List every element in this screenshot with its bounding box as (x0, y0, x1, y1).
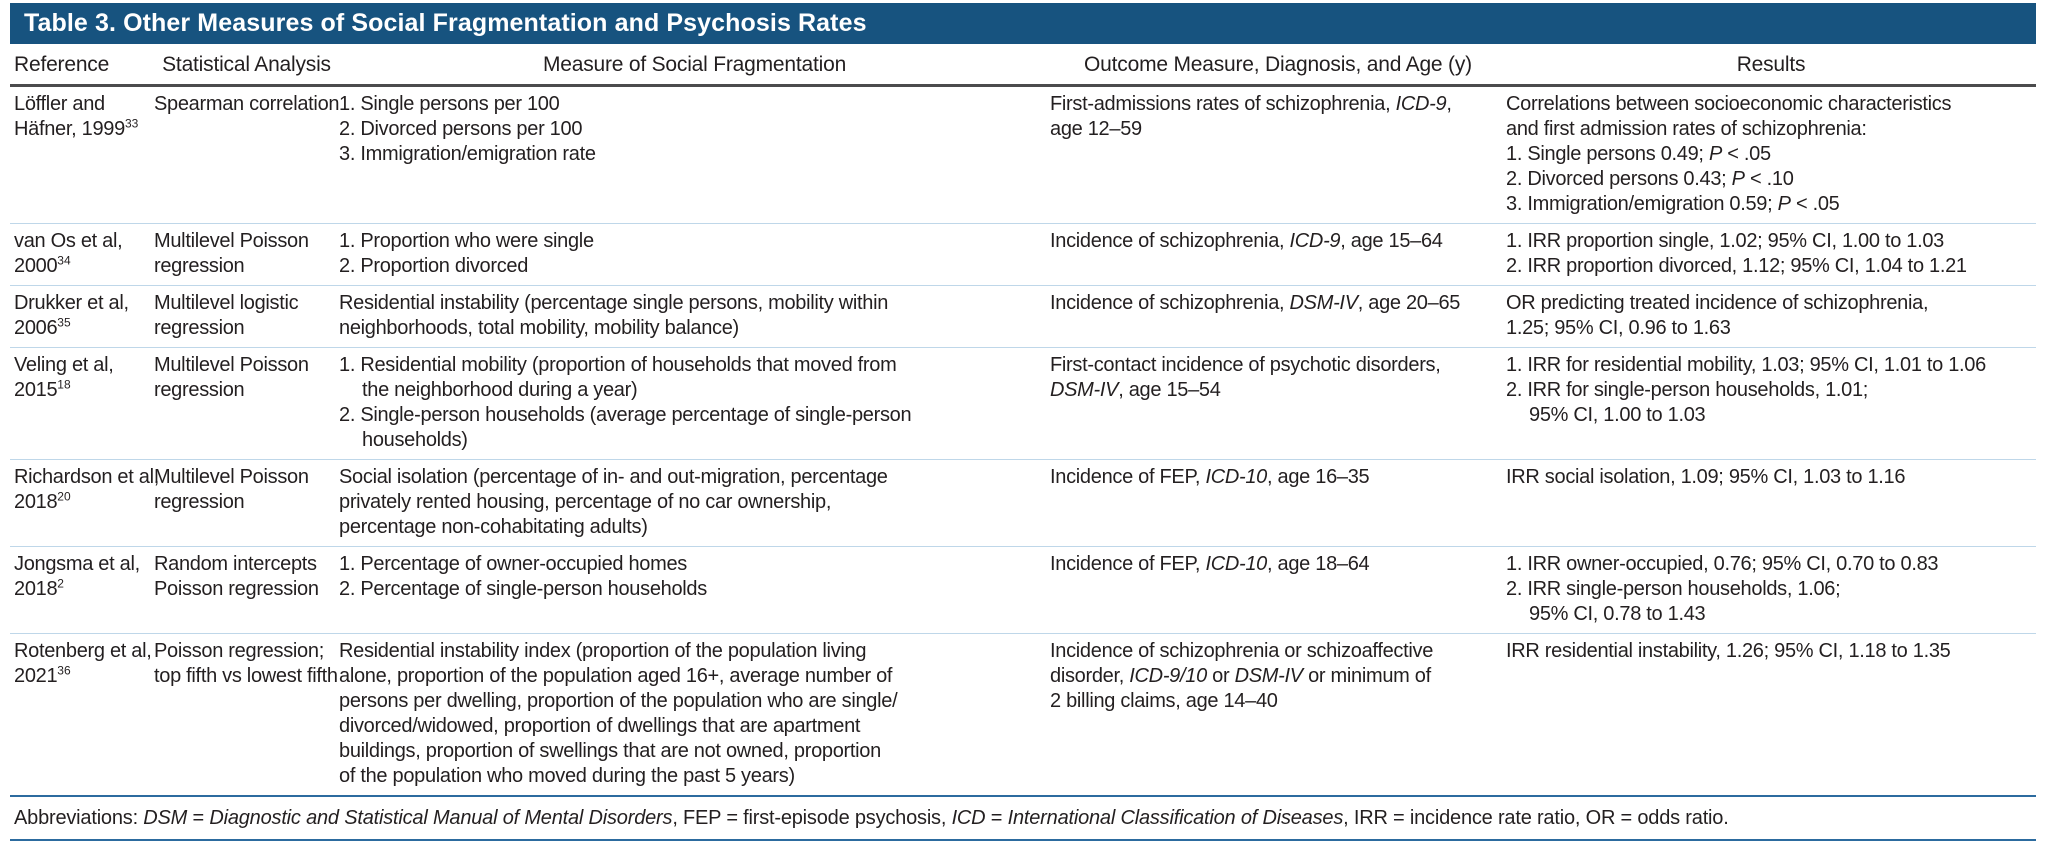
cell-analysis: Spearman correlation (154, 85, 340, 224)
cell-measure: Social isolation (percentage of in- and … (339, 459, 1050, 547)
cell-reference: Rotenberg et al, 202136 (14, 640, 152, 687)
cell-measure: Residential instability index (proportio… (339, 640, 898, 787)
cell-analysis: Multilevel Poisson regression (154, 223, 339, 286)
table-title-bar: Table 3. Other Measures of Social Fragme… (10, 3, 2036, 44)
cell-measure: Residential instability (percentage sing… (339, 285, 1050, 348)
cell-reference: Jongsma et al, 20182 (10, 546, 154, 634)
cell-measure: 1. Percentage of owner-occupied homes 2. … (339, 546, 1050, 634)
table-container: Table 3. Other Measures of Social Fragme… (10, 3, 2036, 841)
column-header-reference: Reference (10, 44, 154, 87)
cell-reference: Drukker et al, 200635 (10, 285, 154, 348)
table-row: Rotenberg et al, 202136 Poisson regression… (10, 634, 2036, 796)
cell-measure: 1. Single persons per 100 2. Divorced per… (339, 85, 1050, 224)
cell-reference: van Os et al, 200034 (10, 223, 154, 286)
table-body: Löffler and Häfner, 199933 Spearman correl… (10, 85, 2036, 796)
cell-outcome: Incidence of FEP, ICD-10, age 18–64 (1050, 546, 1506, 634)
cell-results: 1. IRR proportion single, 1.02; 95% CI, … (1506, 223, 2036, 286)
table-row: Richardson et al, 201820 Multilevel Poisso… (10, 459, 2036, 547)
cell-outcome: First-admissions rates of schizophrenia,… (1050, 85, 1506, 224)
cell-results: 1. IRR for residential mobility, 1.03; 9… (1506, 347, 2036, 460)
column-header-analysis: Statistical Analysis (154, 44, 339, 87)
cell-analysis: Poisson regression; top fifth vs lowest f… (154, 640, 338, 687)
cell-outcome: Incidence of schizophrenia or schizoaffe… (1050, 640, 1434, 712)
cell-results: OR predicting treated incidence of schiz… (1506, 285, 2036, 348)
table-row: Veling et al, 201518 Multilevel Poisson reg… (10, 347, 2036, 460)
cell-analysis: Multilevel Poisson regression (154, 459, 339, 547)
cell-results: IRR social isolation, 1.09; 95% CI, 1.03… (1506, 459, 2036, 547)
table-title: Table 3. Other Measures of Social Fragme… (24, 9, 867, 37)
study-table: Reference Statistical Analysis Measure of … (10, 44, 2036, 795)
cell-analysis: Multilevel Poisson regression (154, 347, 339, 460)
cell-measure: 1. Residential mobility (proportion of h… (339, 347, 1050, 460)
cell-measure: 1. Proportion who were single 2. Proporti… (339, 223, 1050, 286)
cell-results: 1. IRR owner-occupied, 0.76; 95% CI, 0.7… (1506, 546, 2036, 634)
column-header-outcome: Outcome Measure, Diagnosis, and Age (y) (1050, 44, 1506, 87)
cell-results: Correlations between socioeconomic chara… (1506, 85, 2036, 224)
cell-reference: Richardson et al, 201820 (10, 459, 159, 547)
table-row: Jongsma et al, 20182 Random intercepts Pois… (10, 546, 2036, 634)
cell-outcome: Incidence of schizophrenia, ICD-9, age 1… (1050, 223, 1506, 286)
cell-outcome: Incidence of FEP, ICD-10, age 16–35 (1050, 459, 1506, 547)
cell-reference: Löffler and Häfner, 199933 (10, 85, 154, 224)
cell-analysis: Random intercepts Poisson regression (154, 546, 339, 634)
cell-reference: Veling et al, 201518 (10, 347, 154, 460)
table-header: Reference Statistical Analysis Measure of … (10, 44, 2036, 87)
table-row: Löffler and Häfner, 199933 Spearman correl… (10, 85, 2036, 224)
column-header-measure: Measure of Social Fragmentation (339, 44, 1050, 87)
table-row: Drukker et al, 200635 Multilevel logistic r… (10, 285, 2036, 348)
cell-outcome: First-contact incidence of psychotic dis… (1050, 347, 1506, 460)
cell-results: IRR residential instability, 1.26; 95% C… (1506, 640, 1951, 662)
column-header-results: Results (1506, 44, 2036, 87)
table-header-row: Reference Statistical Analysis Measure of … (10, 44, 2036, 87)
cell-outcome: Incidence of schizophrenia, DSM-IV, age … (1050, 285, 1506, 348)
table-row: van Os et al, 200034 Multilevel Poisson reg… (10, 223, 2036, 286)
cell-analysis: Multilevel logistic regression (154, 285, 339, 348)
abbreviations-note: Abbreviations: DSM = Diagnostic and Stat… (10, 795, 2036, 841)
